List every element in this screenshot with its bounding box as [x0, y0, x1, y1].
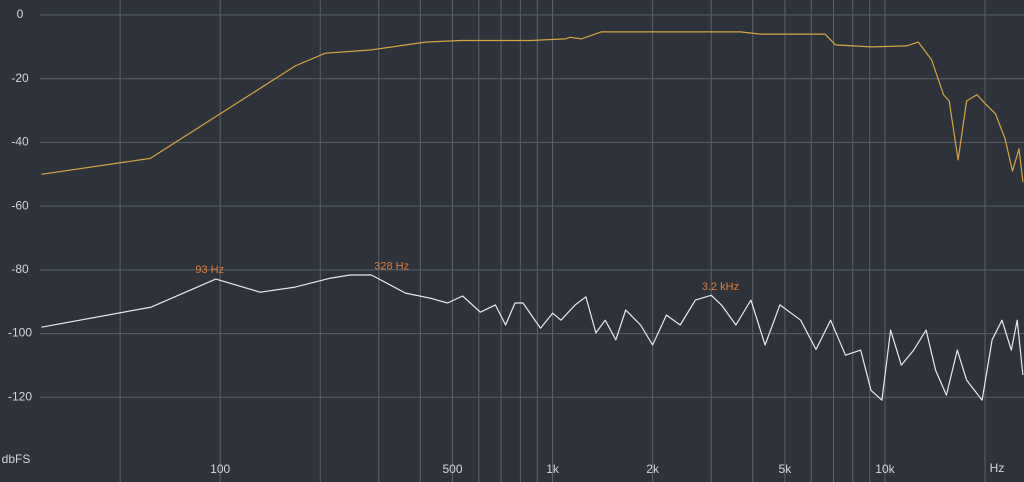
x-tick-label: 1k	[546, 462, 560, 476]
y-tick-label: -40	[11, 135, 29, 149]
peak-annotation: 328 Hz	[374, 261, 409, 273]
x-tick-label: 500	[443, 462, 463, 476]
x-axis-label: Hz	[990, 461, 1005, 475]
x-tick-label: 5k	[779, 462, 793, 476]
peak-annotation: 3.2 kHz	[702, 281, 739, 293]
y-tick-label: -80	[11, 262, 29, 276]
x-tick-label: 2k	[646, 462, 660, 476]
y-tick-label: -60	[11, 198, 29, 212]
y-tick-label: -20	[11, 71, 29, 85]
series-line	[41, 31, 1024, 182]
x-tick-label: 100	[210, 462, 230, 476]
y-axis-label: dbFS	[2, 452, 31, 466]
y-tick-label: -100	[8, 326, 32, 340]
y-tick-label: -120	[8, 389, 32, 403]
series-line	[41, 274, 1024, 401]
x-tick-label: 10k	[875, 462, 895, 476]
y-tick-label: 0	[17, 7, 24, 21]
peak-annotation: 93 Hz	[195, 264, 224, 276]
